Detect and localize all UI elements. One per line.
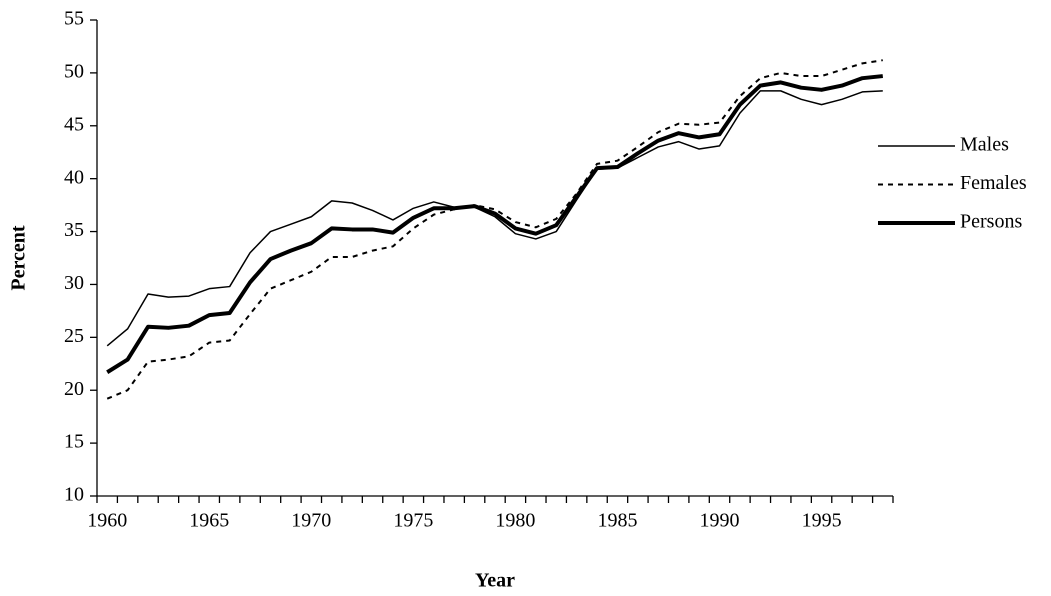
x-tick-label: 1970 [291, 510, 331, 532]
legend-label: Persons [960, 211, 1022, 233]
x-tick-label: 1990 [700, 510, 740, 532]
y-tick-label: 20 [64, 378, 84, 400]
y-tick-label: 30 [64, 272, 84, 294]
series-line [106, 90, 883, 347]
legend-label: Females [960, 172, 1027, 194]
y-tick-label: 50 [64, 60, 84, 82]
x-tick-label: 1965 [189, 510, 229, 532]
y-tick-label: 45 [64, 113, 84, 135]
legend-label: Males [960, 134, 1009, 156]
y-tick-label: 55 [64, 8, 84, 30]
y-tick-label: 35 [64, 219, 84, 241]
x-tick-label: 1995 [802, 510, 842, 532]
y-axis-label: Percent [8, 225, 30, 290]
y-tick-label: 40 [64, 166, 84, 188]
x-tick-label: 1985 [597, 510, 637, 532]
x-tick-label: 1960 [87, 510, 127, 532]
x-tick-label: 1980 [495, 510, 535, 532]
x-tick-label: 1975 [393, 510, 433, 532]
y-tick-label: 10 [64, 484, 84, 506]
x-axis-label: Year [475, 570, 515, 592]
series-line [106, 74, 884, 374]
y-tick-label: 25 [64, 325, 84, 347]
y-tick-label: 15 [64, 431, 84, 453]
series-line [106, 59, 883, 400]
